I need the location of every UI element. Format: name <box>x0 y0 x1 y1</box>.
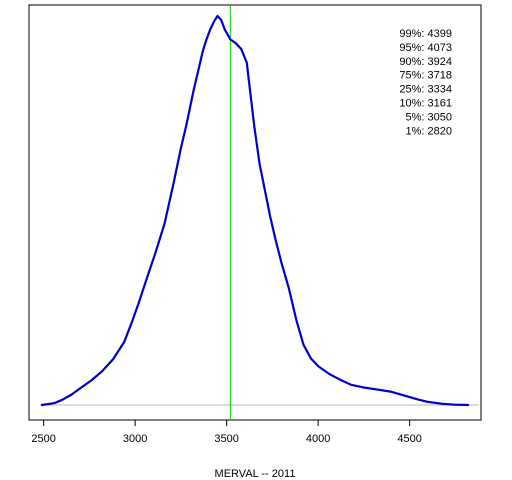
plot-marks <box>40 5 479 420</box>
quantile-label-75pct: 75%: 3718 <box>399 70 452 82</box>
quantile-label-25pct: 25%: 3334 <box>399 84 452 96</box>
x-tick-label-3000: 3000 <box>123 433 147 445</box>
quantile-annotations: 99%: 4399 95%: 4073 90%: 3924 75%: 3718 25%:… <box>399 28 452 137</box>
quantile-label-10pct: 10%: 3161 <box>399 98 452 110</box>
quantile-label-99pct: 99%: 4399 <box>399 28 452 40</box>
density-curve <box>40 14 470 407</box>
x-tick-label-2500: 2500 <box>31 433 55 445</box>
x-tick-label-4000: 4000 <box>306 433 330 445</box>
x-tick-label-4500: 4500 <box>397 433 421 445</box>
quantile-label-1pct: 1%: 2820 <box>406 125 452 137</box>
quantile-label-5pct: 5%: 3050 <box>406 111 452 123</box>
x-axis: 2500 3000 3500 4000 4500 <box>31 420 422 445</box>
x-tick-label-3500: 3500 <box>214 433 238 445</box>
x-axis-label: MERVAL -- 2011 <box>215 468 296 480</box>
quantile-label-90pct: 90%: 3924 <box>399 56 452 68</box>
plot-frame <box>28 4 482 421</box>
quantile-label-95pct: 95%: 4073 <box>399 42 452 54</box>
